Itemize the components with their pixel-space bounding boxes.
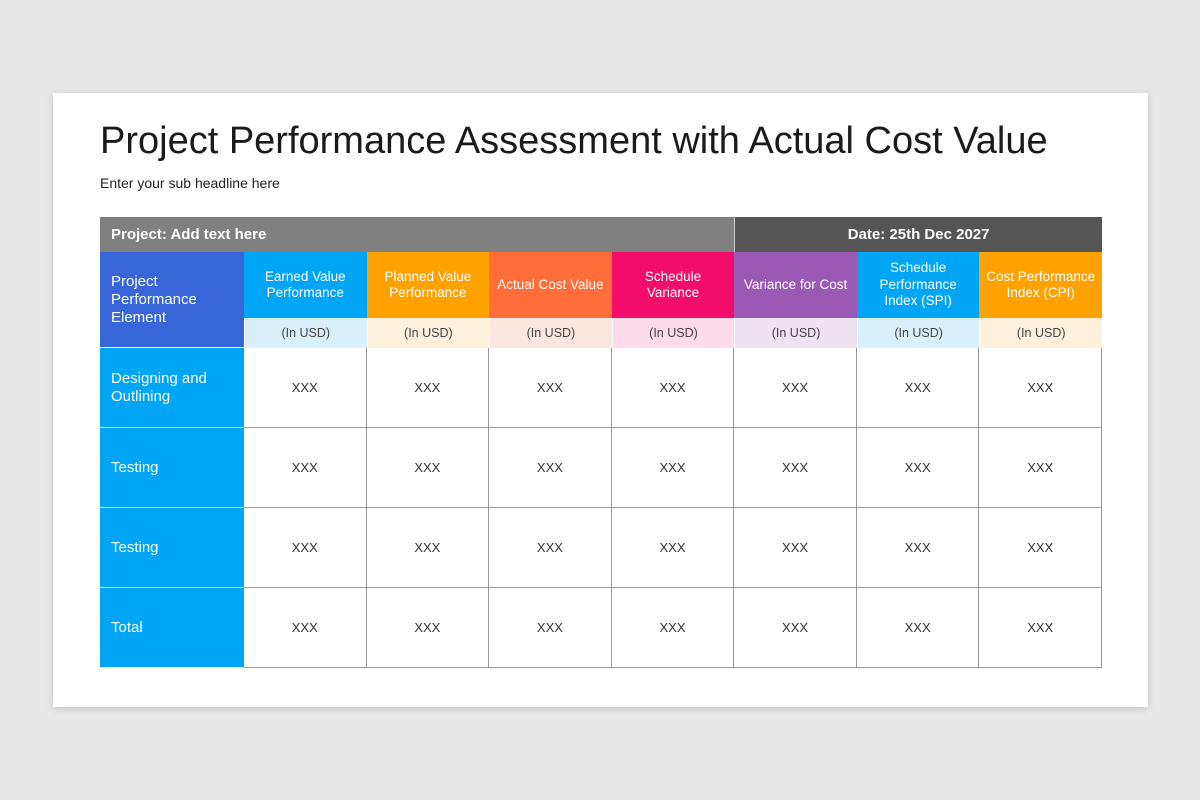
column-header: Schedule Variance: [611, 252, 735, 318]
row-label: Testing: [100, 508, 244, 588]
row-header: Project Performance Element: [100, 252, 244, 348]
table-cell: XXX: [734, 508, 857, 588]
page-title: Project Performance Assessment with Actu…: [100, 120, 1048, 162]
table-cell: XXX: [611, 588, 735, 668]
table-cell: XXX: [489, 348, 612, 428]
column-unit: (In USD): [366, 318, 490, 348]
table-cell: XXX: [611, 508, 735, 588]
table-cell: XXX: [244, 428, 367, 508]
column-unit: (In USD): [979, 318, 1102, 348]
table-cell: XXX: [979, 588, 1102, 668]
table-cell: XXX: [244, 348, 367, 428]
table-cell: XXX: [856, 588, 980, 668]
page-subtitle: Enter your sub headline here: [100, 175, 280, 191]
column-header: Cost Performance Index (CPI): [979, 252, 1102, 318]
column-header: Variance for Cost: [734, 252, 857, 318]
column-header: Earned Value Performance: [244, 252, 367, 318]
column-unit: (In USD): [489, 318, 612, 348]
table-cell: XXX: [734, 348, 857, 428]
table-cell: XXX: [489, 588, 612, 668]
table-cell: XXX: [979, 428, 1102, 508]
table-cell: XXX: [489, 508, 612, 588]
table-cell: XXX: [979, 348, 1102, 428]
column-unit: (In USD): [856, 318, 980, 348]
table-cell: XXX: [366, 428, 490, 508]
column-unit: (In USD): [734, 318, 857, 348]
table-cell: XXX: [244, 508, 367, 588]
column-header: Planned Value Performance: [366, 252, 490, 318]
table-cell: XXX: [979, 508, 1102, 588]
table-cell: XXX: [734, 588, 857, 668]
row-label: Designing and Outlining: [100, 348, 244, 428]
performance-table: Project: Add text here Date: 25th Dec 20…: [100, 217, 1102, 668]
row-label: Total: [100, 588, 244, 668]
date-label: Date: 25th Dec 2027: [734, 217, 1102, 252]
table-cell: XXX: [734, 428, 857, 508]
table-cell: XXX: [611, 428, 735, 508]
table-cell: XXX: [366, 348, 490, 428]
table-cell: XXX: [611, 348, 735, 428]
table-cell: XXX: [856, 348, 980, 428]
project-label: Project: Add text here: [100, 217, 735, 252]
slide: Project Performance Assessment with Actu…: [53, 93, 1148, 707]
table-cell: XXX: [366, 588, 490, 668]
column-header: Schedule Performance Index (SPI): [856, 252, 980, 318]
table-cell: XXX: [856, 508, 980, 588]
column-header: Actual Cost Value: [489, 252, 612, 318]
table-cell: XXX: [366, 508, 490, 588]
row-label: Testing: [100, 428, 244, 508]
column-unit: (In USD): [244, 318, 367, 348]
column-unit: (In USD): [611, 318, 735, 348]
table-cell: XXX: [856, 428, 980, 508]
table-cell: XXX: [244, 588, 367, 668]
table-cell: XXX: [489, 428, 612, 508]
